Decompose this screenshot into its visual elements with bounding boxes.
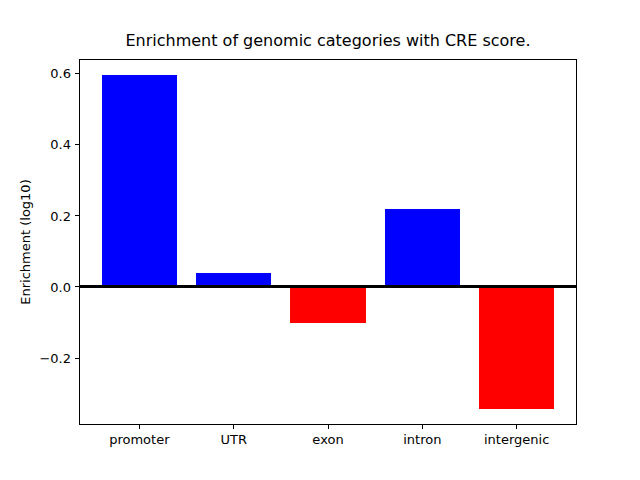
x-tick-mark: [139, 425, 140, 429]
x-tick-label-promoter: promoter: [109, 432, 169, 447]
y-tick-label: 0.0: [50, 279, 71, 294]
zero-line: [79, 285, 577, 288]
x-tick-label-UTR: UTR: [220, 432, 247, 447]
y-tick-mark: [75, 358, 79, 359]
y-axis-label: Enrichment (log10): [18, 179, 33, 304]
figure: Enrichment of genomic categories with CR…: [0, 0, 640, 480]
y-tick-label: −0.2: [39, 351, 71, 366]
chart-title: Enrichment of genomic categories with CR…: [79, 31, 577, 50]
x-tick-label-intron: intron: [403, 432, 441, 447]
bar-intergenic: [479, 287, 554, 409]
bar-exon: [290, 287, 365, 323]
x-tick-mark: [328, 425, 329, 429]
y-tick-mark: [75, 73, 79, 74]
bar-intron: [385, 209, 460, 287]
x-tick-mark: [422, 425, 423, 429]
x-tick-mark: [233, 425, 234, 429]
y-tick-label: 0.2: [50, 208, 71, 223]
y-tick-label: 0.4: [50, 137, 71, 152]
x-tick-mark: [516, 425, 517, 429]
x-tick-label-intergenic: intergenic: [484, 432, 549, 447]
y-tick-mark: [75, 286, 79, 287]
y-tick-mark: [75, 144, 79, 145]
x-tick-label-exon: exon: [312, 432, 343, 447]
y-tick-label: 0.6: [50, 66, 71, 81]
bar-promoter: [102, 75, 177, 287]
y-tick-mark: [75, 215, 79, 216]
